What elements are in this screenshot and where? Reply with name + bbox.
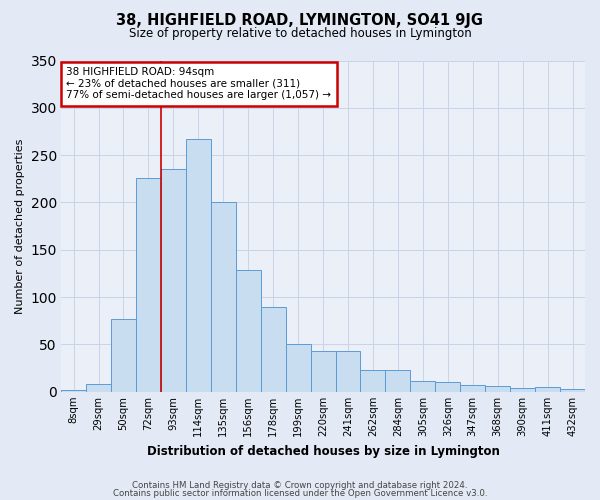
Text: Contains public sector information licensed under the Open Government Licence v3: Contains public sector information licen…: [113, 489, 487, 498]
Bar: [136, 178, 161, 392]
Bar: [111, 319, 136, 392]
Bar: [436, 382, 460, 392]
Text: 38, HIGHFIELD ROAD, LYMINGTON, SO41 9JG: 38, HIGHFIELD ROAD, LYMINGTON, SO41 9JG: [116, 12, 484, 28]
Text: 38 HIGHFIELD ROAD: 94sqm
← 23% of detached houses are smaller (311)
77% of semi-: 38 HIGHFIELD ROAD: 94sqm ← 23% of detach…: [67, 67, 331, 100]
Bar: [361, 370, 385, 392]
Bar: [260, 308, 286, 392]
Bar: [560, 389, 585, 392]
Bar: [535, 387, 560, 392]
Bar: [385, 370, 410, 392]
Bar: [460, 385, 485, 392]
Bar: [161, 170, 186, 392]
Bar: [236, 270, 260, 392]
Bar: [485, 386, 510, 392]
Bar: [186, 139, 211, 392]
Text: Contains HM Land Registry data © Crown copyright and database right 2024.: Contains HM Land Registry data © Crown c…: [132, 481, 468, 490]
Y-axis label: Number of detached properties: Number of detached properties: [15, 138, 25, 314]
Bar: [510, 388, 535, 392]
Text: Size of property relative to detached houses in Lymington: Size of property relative to detached ho…: [128, 28, 472, 40]
Bar: [286, 344, 311, 392]
Bar: [335, 351, 361, 392]
X-axis label: Distribution of detached houses by size in Lymington: Distribution of detached houses by size …: [146, 444, 499, 458]
Bar: [410, 381, 436, 392]
Bar: [61, 390, 86, 392]
Bar: [86, 384, 111, 392]
Bar: [311, 351, 335, 392]
Bar: [211, 202, 236, 392]
